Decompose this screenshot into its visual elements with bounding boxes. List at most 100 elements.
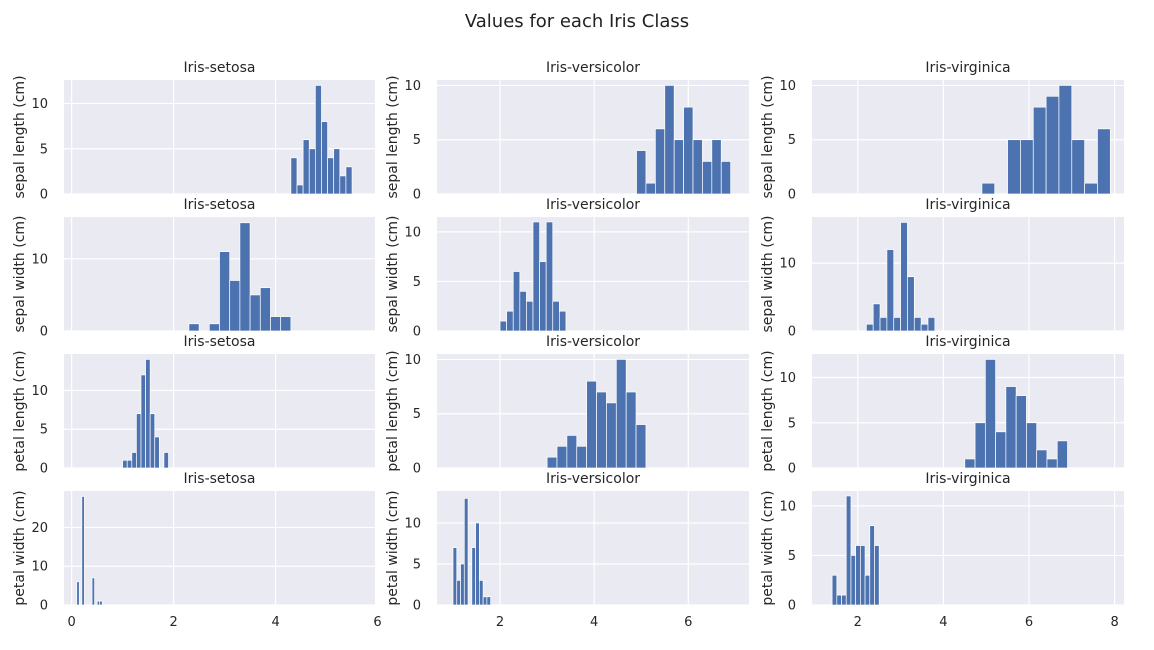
histogram-bar [545,221,554,332]
histogram-panel: Iris-setosa sepal width (cm) 0 10 [12,197,379,340]
subplot-title: Iris-virginica [925,60,1010,76]
histogram-bar [635,424,647,469]
histogram-bar [927,317,936,332]
histogram-bar [270,316,282,332]
histogram-bar [149,413,156,469]
histogram-bar [711,139,722,195]
y-tick-label: 10 [779,499,796,514]
histogram-bar [920,323,929,332]
y-tick-label: 10 [31,560,48,575]
histogram-bar [645,182,656,195]
histogram-bar [486,596,491,606]
histogram-bar [532,221,540,332]
histogram-bar [874,545,880,606]
y-tick-label: 0 [40,462,48,477]
plot-area [437,217,749,331]
y-axis-label: sepal width (cm) [12,215,28,332]
y-tick-label: 0 [788,188,796,203]
histogram-panel: Iris-versicolor sepal length (cm) 0 5 10 [385,60,749,203]
subplot-title: Iris-virginica [925,197,1010,213]
histogram-bar [314,85,322,195]
histogram-bar [984,359,996,469]
histogram-bar [1026,422,1038,469]
histogram-bar [76,581,80,606]
histogram-panel: Iris-virginica petal length (cm) 0 5 10 [760,334,1124,477]
y-tick-label: 0 [788,599,796,614]
y-tick-label: 5 [413,133,421,148]
y-tick-label: 10 [31,384,48,399]
y-tick-label: 0 [413,462,421,477]
y-tick-label: 5 [788,133,796,148]
y-axis-label: sepal length (cm) [385,75,401,198]
histogram-bar [1036,449,1048,469]
histogram-bar [122,459,128,469]
histogram-bar [1032,106,1047,195]
histogram-bar [845,495,852,606]
histogram-bar [606,402,617,469]
histogram-bar [154,436,160,469]
y-axis-label: sepal length (cm) [12,75,28,198]
y-tick-label: 10 [404,353,421,368]
y-axis-label: petal length (cm) [12,350,28,471]
histogram-bar [81,496,85,606]
y-tick-label: 0 [413,188,421,203]
subplot-title: Iris-versicolor [546,197,640,213]
x-tick-label: 2 [496,615,504,630]
y-tick-label: 10 [779,371,796,386]
plot-area [64,354,375,468]
histogram-bar [886,249,895,332]
histogram-bar [702,161,713,195]
histogram-bar [506,310,514,332]
histogram-bar [869,525,875,606]
histogram-panel: Iris-versicolor sepal width (cm) 0 5 10 [385,197,749,340]
histogram-panel: Iris-setosa petal length (cm) 0 5 10 [12,334,379,477]
histogram-panel: Iris-virginica petal width (cm) 0 5 10 2 4 6 8 [760,471,1124,630]
histogram-bar [308,148,316,195]
y-axis-label: sepal width (cm) [760,215,776,332]
histogram-bar [664,85,675,195]
histogram-bar [981,182,996,195]
histogram-bar [519,290,527,332]
histogram-bar [586,380,597,469]
histogram-bar [1005,386,1017,469]
x-tick-label: 2 [854,615,862,630]
histogram-bar [879,317,888,332]
histogram-bar [239,222,251,332]
y-tick-label: 10 [31,252,48,267]
histogram-bar [841,594,847,606]
histogram-bar [872,303,881,332]
subplot-title: Iris-versicolor [546,471,640,487]
y-tick-label: 0 [40,325,48,340]
histogram-bar [850,555,857,606]
y-tick-label: 10 [404,79,421,94]
histogram-bar [339,175,347,195]
histogram-bar [333,148,341,195]
histogram-bar [259,287,271,332]
histogram-bar [1046,458,1058,469]
plot-area [64,491,375,605]
histogram-bar [482,596,488,606]
y-axis-label: sepal length (cm) [760,75,776,198]
histogram-bar [692,139,703,195]
histogram-bar [900,222,908,332]
histogram-bar [460,563,465,606]
y-tick-label: 10 [404,225,421,240]
histogram-bar [131,452,137,469]
histogram-bar [140,374,146,469]
histogram-bar [556,445,568,469]
y-tick-label: 0 [40,188,48,203]
histogram-bar [188,323,200,332]
histogram-bar [208,323,220,332]
histogram-bar [345,166,353,195]
plot-area [812,354,1124,468]
histogram-bar [1056,440,1068,469]
y-tick-label: 5 [413,407,421,422]
histogram-bar [479,580,484,606]
histogram-bar [512,271,521,332]
histogram-bar [1084,182,1098,195]
histogram-bar [290,157,298,195]
x-tick-label: 6 [373,615,381,630]
histogram-bar [452,547,458,606]
